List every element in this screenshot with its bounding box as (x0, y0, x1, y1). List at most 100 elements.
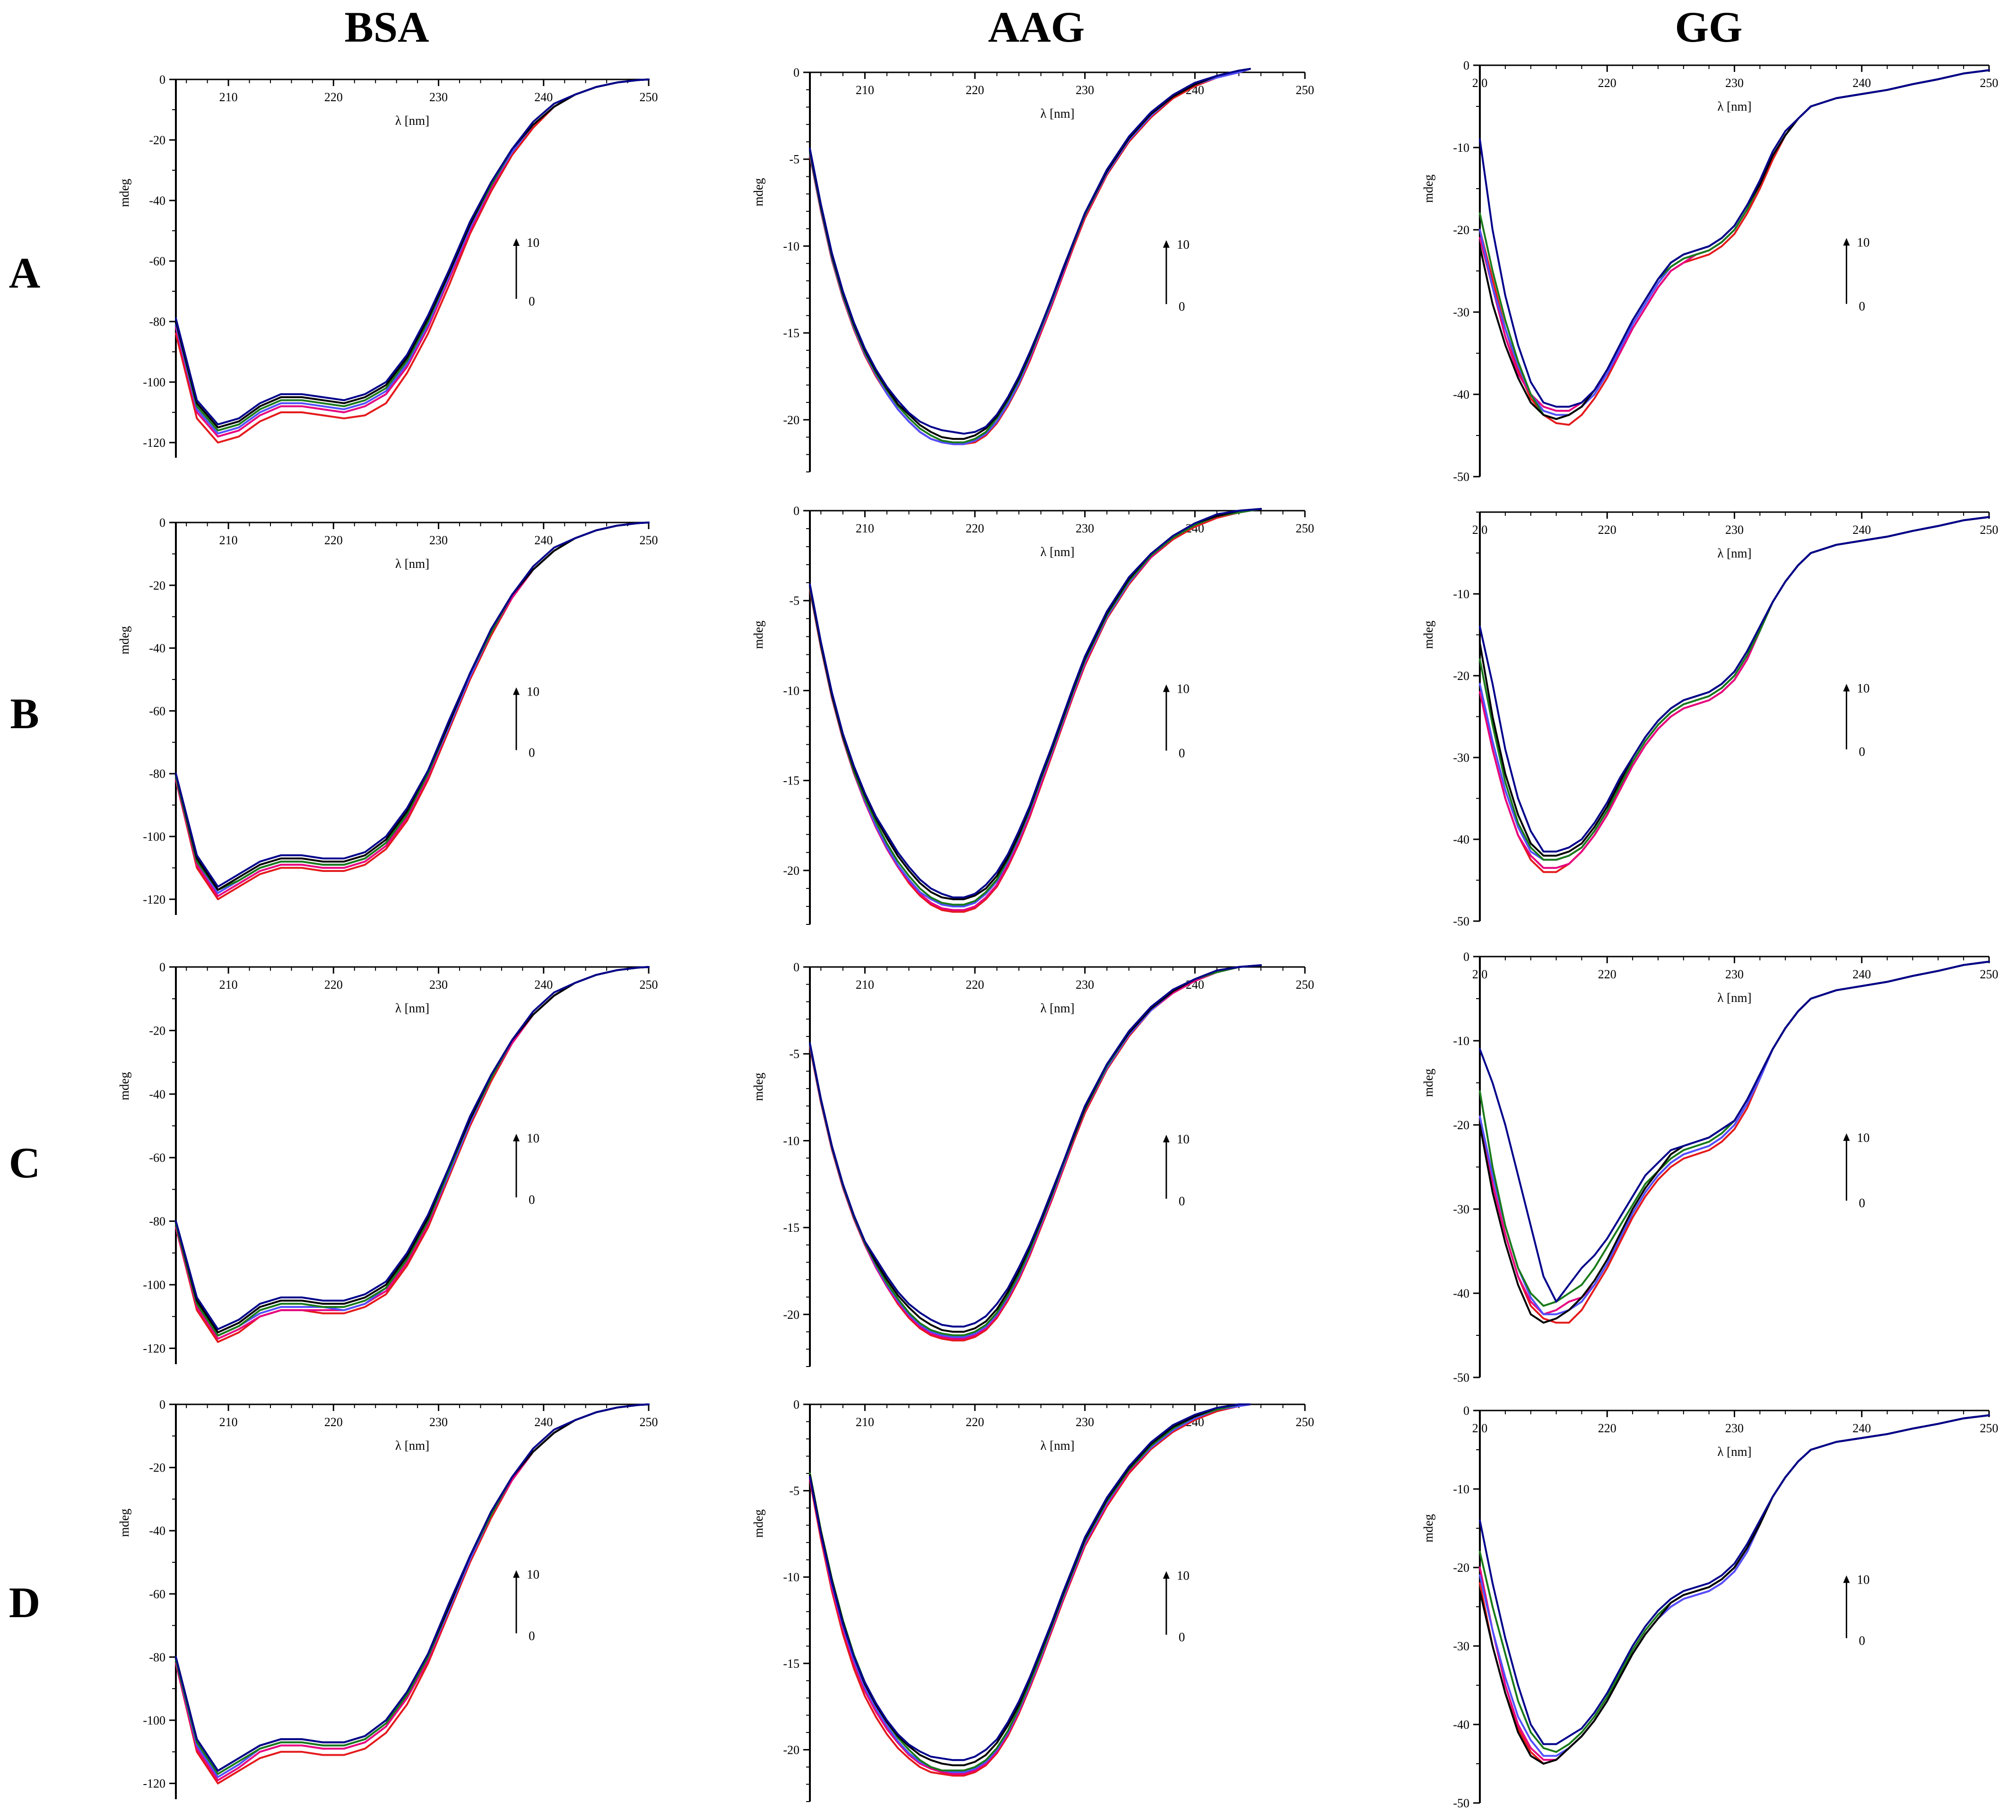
y-tick-label-b-bsa: -60 (149, 704, 165, 718)
y-axis-label-a-gg: mdeg (1421, 174, 1435, 203)
x-tick-label-b-gg: 250 (1980, 523, 1999, 537)
x-axis-label-b-gg: λ [nm] (1717, 546, 1751, 560)
y-axis-label-d-aag: mdeg (751, 1509, 765, 1538)
x-axis-label-d-aag: λ [nm] (1040, 1438, 1074, 1453)
x-tick-label-c-bsa: 240 (534, 978, 553, 992)
x-tick-label-d-gg: 220 (1598, 1421, 1616, 1435)
x-axis-label-c-aag: λ [nm] (1040, 1001, 1074, 1015)
y-tick-label-b-gg: -40 (1453, 833, 1469, 846)
x-tick-label-a-aag: 230 (1076, 83, 1094, 97)
x-tick-label-a-bsa: 240 (534, 90, 553, 104)
y-tick-label-d-gg: 0 (1463, 1404, 1469, 1418)
arrow-label-bottom-c-bsa: 0 (529, 1193, 535, 1207)
y-tick-label-c-aag: -10 (783, 1134, 799, 1148)
panel-a-gg: 2 0 220 230 240 250 0 -10 -20 -30 -40 -50 λ [nm] mde… (1421, 59, 1999, 484)
panel-d-gg: 2 0 220 230 240 250 0 -10 -20 -30 -40 -50 λ [nm] mde… (1421, 1404, 1999, 1810)
y-tick-label-c-gg: -30 (1453, 1202, 1469, 1216)
y-axis-label-a-aag: mdeg (751, 178, 765, 207)
series-line-a-bsa-10 (175, 78, 650, 426)
x-tick-label-d-bsa: 230 (429, 1415, 448, 1429)
x-tick-label-c-aag: 220 (966, 978, 984, 992)
y-tick-label-a-bsa: -100 (143, 375, 165, 389)
y-axis-label-c-aag: mdeg (751, 1073, 765, 1101)
row-label-c: C (9, 1139, 40, 1187)
x-tick-label-b-aag: 220 (966, 522, 984, 535)
y-tick-label-b-gg: -20 (1453, 669, 1469, 683)
arrow-label-bottom-b-gg: 0 (1859, 745, 1865, 759)
y-tick-label-c-bsa: -60 (149, 1151, 165, 1165)
arrow-up-icon (513, 1570, 520, 1578)
panel-c-gg: 2 0 220 230 240 250 0 -10 -20 -30 -40 -50 λ [nm] mde… (1421, 950, 1999, 1385)
x-tick-label-d-gg: 2 0 (1472, 1421, 1488, 1435)
x-tick-label-b-aag: 210 (856, 522, 874, 535)
y-tick-label-c-bsa: -20 (149, 1024, 165, 1037)
x-axis-label-a-bsa: λ [nm] (395, 113, 429, 128)
series-line-d-bsa-10 (175, 1403, 650, 1772)
y-tick-label-b-bsa: -80 (149, 767, 165, 781)
panel-d-bsa: 210 220 230 240 250 0 -20 -40 -60 -80 -100 -120 λ [n… (117, 1398, 658, 1799)
y-axis-label-d-bsa: mdeg (117, 1509, 131, 1537)
arrow-up-icon (513, 687, 520, 695)
y-tick-label-a-bsa: -40 (149, 194, 165, 208)
y-axis-label-d-gg: mdeg (1421, 1514, 1435, 1542)
y-tick-label-c-aag: -20 (783, 1308, 799, 1322)
y-tick-label-a-bsa: 0 (159, 73, 165, 87)
x-tick-label-d-aag: 210 (856, 1415, 874, 1429)
y-tick-label-d-gg: -40 (1453, 1718, 1469, 1732)
x-tick-label-b-bsa: 220 (324, 533, 343, 547)
y-tick-label-d-aag: -20 (783, 1743, 799, 1757)
series-line-d-gg-10 (1479, 1414, 1990, 1745)
x-tick-label-d-aag: 250 (1296, 1415, 1314, 1429)
panel-a-bsa: 210 220 230 240 250 0 -20 -40 -60 -80 -100 -120 λ [n… (117, 73, 658, 458)
x-tick-label-a-aag: 210 (856, 83, 874, 97)
y-tick-label-b-aag: -15 (783, 774, 799, 788)
x-axis-label-c-gg: λ [nm] (1717, 991, 1751, 1005)
y-tick-label-d-gg: -20 (1453, 1561, 1469, 1575)
x-tick-label-b-gg: 2 0 (1472, 523, 1488, 537)
y-tick-label-c-gg: -40 (1453, 1287, 1469, 1300)
y-tick-label-b-aag: 0 (793, 504, 799, 518)
y-tick-label-d-gg: -50 (1453, 1796, 1469, 1810)
y-tick-label-d-gg: -30 (1453, 1639, 1469, 1653)
x-tick-label-c-aag: 230 (1076, 978, 1094, 992)
series-line-d-aag-10 (809, 1403, 1251, 1761)
y-tick-label-b-bsa: -120 (143, 893, 165, 906)
arrow-label-top-b-aag: 10 (1177, 682, 1190, 696)
x-tick-label-d-gg: 250 (1980, 1421, 1999, 1435)
column-title-bsa: BSA (345, 3, 429, 51)
arrow-label-top-b-gg: 10 (1857, 681, 1869, 695)
y-tick-label-d-bsa: -40 (149, 1524, 165, 1538)
y-tick-label-c-gg: -20 (1453, 1118, 1469, 1132)
x-tick-label-c-bsa: 250 (640, 978, 658, 992)
x-tick-label-b-bsa: 240 (534, 533, 553, 547)
y-tick-label-c-bsa: -100 (143, 1278, 165, 1292)
y-tick-label-d-aag: -10 (783, 1570, 799, 1584)
y-tick-label-a-gg: -20 (1453, 223, 1469, 237)
x-tick-label-c-gg: 230 (1725, 967, 1744, 981)
arrow-label-bottom-d-bsa: 0 (529, 1628, 535, 1643)
x-tick-label-b-bsa: 250 (640, 533, 658, 547)
y-tick-label-a-gg: -40 (1453, 388, 1469, 401)
x-tick-label-d-bsa: 240 (534, 1415, 553, 1429)
arrow-label-top-b-bsa: 10 (527, 685, 539, 699)
y-tick-label-d-aag: -5 (789, 1484, 799, 1498)
x-tick-label-b-bsa: 210 (219, 533, 238, 547)
arrow-up-icon (1843, 1575, 1850, 1583)
y-tick-label-a-gg: -50 (1453, 470, 1469, 484)
x-axis-label-d-gg: λ [nm] (1717, 1445, 1751, 1459)
row-label-b: B (10, 689, 39, 738)
series-line-b-gg-10 (1479, 516, 1990, 853)
arrow-label-top-d-aag: 10 (1177, 1568, 1190, 1583)
y-tick-label-a-aag: -5 (789, 153, 799, 166)
y-axis-label-b-gg: mdeg (1421, 621, 1435, 649)
series-line-b-aag-10 (809, 508, 1262, 898)
panel-b-bsa: 210 220 230 240 250 0 -20 -40 -60 -80 -100 -120 λ [n… (117, 516, 658, 915)
x-tick-label-a-bsa: 230 (429, 90, 448, 104)
y-tick-label-b-gg: -50 (1453, 914, 1469, 928)
y-tick-label-c-gg: -10 (1453, 1034, 1469, 1048)
y-tick-label-d-bsa: -120 (143, 1777, 165, 1791)
x-axis-label-a-gg: λ [nm] (1717, 99, 1751, 113)
